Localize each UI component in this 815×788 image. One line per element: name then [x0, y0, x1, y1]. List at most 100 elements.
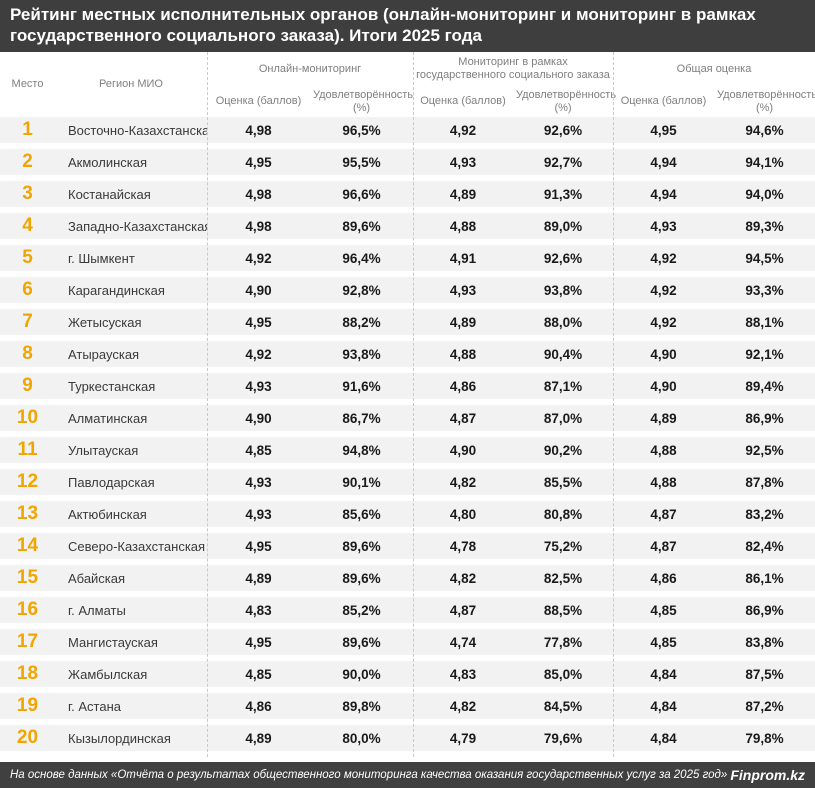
online-satisfaction-cell: 80,0%	[310, 725, 413, 757]
region-cell: Восточно-Казахстанская	[55, 117, 207, 149]
total-satisfaction-cell: 86,1%	[714, 565, 815, 597]
online-satisfaction-cell: 95,5%	[310, 149, 413, 181]
social-score-cell: 4,86	[413, 373, 513, 405]
rank-cell: 12	[0, 469, 55, 501]
region-cell: Жетысуская	[55, 309, 207, 341]
social-score-cell: 4,93	[413, 277, 513, 309]
rank-cell: 18	[0, 661, 55, 693]
online-score-cell: 4,95	[207, 533, 310, 565]
social-satisfaction-cell: 93,8%	[513, 277, 613, 309]
rank-cell: 8	[0, 341, 55, 373]
total-score-cell: 4,94	[613, 149, 714, 181]
rank-cell: 7	[0, 309, 55, 341]
online-score-cell: 4,90	[207, 405, 310, 437]
online-satisfaction-cell: 88,2%	[310, 309, 413, 341]
online-satisfaction-cell: 90,1%	[310, 469, 413, 501]
social-score-cell: 4,82	[413, 469, 513, 501]
social-score-cell: 4,83	[413, 661, 513, 693]
social-score-cell: 4,89	[413, 309, 513, 341]
total-satisfaction-cell: 94,6%	[714, 117, 815, 149]
table-header: Место Регион МИО Онлайн-мониторинг Монит…	[0, 52, 815, 117]
table-row: 9 Туркестанская 4,93 91,6% 4,86 87,1% 4,…	[0, 373, 815, 405]
col-group-social: Мониторинг в рамках государственного соц…	[413, 52, 613, 86]
social-satisfaction-cell: 88,0%	[513, 309, 613, 341]
social-satisfaction-cell: 87,0%	[513, 405, 613, 437]
rank-cell: 2	[0, 149, 55, 181]
online-satisfaction-cell: 92,8%	[310, 277, 413, 309]
col-header-social-satisfaction: Удовлетворённость (%)	[513, 86, 616, 117]
table-row: 18 Жамбылская 4,85 90,0% 4,83 85,0% 4,84…	[0, 661, 815, 693]
rating-table-wrap: Место Регион МИО Онлайн-мониторинг Монит…	[0, 52, 815, 757]
total-satisfaction-cell: 87,8%	[714, 469, 815, 501]
social-score-cell: 4,78	[413, 533, 513, 565]
online-score-cell: 4,86	[207, 693, 310, 725]
rank-cell: 14	[0, 533, 55, 565]
social-score-cell: 4,74	[413, 629, 513, 661]
col-header-online-score: Оценка (баллов)	[207, 86, 310, 117]
table-row: 19 г. Астана 4,86 89,8% 4,82 84,5% 4,84 …	[0, 693, 815, 725]
total-score-cell: 4,84	[613, 725, 714, 757]
total-satisfaction-cell: 83,8%	[714, 629, 815, 661]
col-header-total-satisfaction: Удовлетворённость (%)	[714, 86, 815, 117]
rank-cell: 10	[0, 405, 55, 437]
online-score-cell: 4,95	[207, 309, 310, 341]
online-satisfaction-cell: 94,8%	[310, 437, 413, 469]
online-satisfaction-cell: 96,6%	[310, 181, 413, 213]
social-score-cell: 4,80	[413, 501, 513, 533]
online-score-cell: 4,90	[207, 277, 310, 309]
total-score-cell: 4,84	[613, 693, 714, 725]
table-row: 5 г. Шымкент 4,92 96,4% 4,91 92,6% 4,92 …	[0, 245, 815, 277]
table-row: 7 Жетысуская 4,95 88,2% 4,89 88,0% 4,92 …	[0, 309, 815, 341]
footer-bar: На основе данных «Отчёта о результатах о…	[0, 762, 815, 788]
online-satisfaction-cell: 96,5%	[310, 117, 413, 149]
total-score-cell: 4,85	[613, 629, 714, 661]
total-satisfaction-cell: 88,1%	[714, 309, 815, 341]
region-cell: Улытауская	[55, 437, 207, 469]
rank-cell: 4	[0, 213, 55, 245]
social-satisfaction-cell: 82,5%	[513, 565, 613, 597]
total-satisfaction-cell: 94,0%	[714, 181, 815, 213]
col-header-social-score: Оценка (баллов)	[413, 86, 513, 117]
online-score-cell: 4,85	[207, 437, 310, 469]
online-score-cell: 4,98	[207, 213, 310, 245]
total-satisfaction-cell: 87,5%	[714, 661, 815, 693]
online-score-cell: 4,95	[207, 149, 310, 181]
region-cell: Атырауская	[55, 341, 207, 373]
brand-logo: Finprom.kz	[730, 767, 805, 783]
online-satisfaction-cell: 96,4%	[310, 245, 413, 277]
region-cell: г. Алматы	[55, 597, 207, 629]
total-satisfaction-cell: 92,1%	[714, 341, 815, 373]
social-satisfaction-cell: 90,4%	[513, 341, 613, 373]
social-score-cell: 4,88	[413, 213, 513, 245]
social-score-cell: 4,91	[413, 245, 513, 277]
source-note: На основе данных «Отчёта о результатах о…	[10, 769, 728, 781]
table-row: 4 Западно-Казахстанская 4,98 89,6% 4,88 …	[0, 213, 815, 245]
table-row: 1 Восточно-Казахстанская 4,98 96,5% 4,92…	[0, 117, 815, 149]
online-score-cell: 4,83	[207, 597, 310, 629]
table-row: 8 Атырауская 4,92 93,8% 4,88 90,4% 4,90 …	[0, 341, 815, 373]
social-satisfaction-cell: 85,5%	[513, 469, 613, 501]
table-row: 15 Абайская 4,89 89,6% 4,82 82,5% 4,86 8…	[0, 565, 815, 597]
online-score-cell: 4,98	[207, 117, 310, 149]
region-cell: Актюбинская	[55, 501, 207, 533]
total-score-cell: 4,94	[613, 181, 714, 213]
social-satisfaction-cell: 90,2%	[513, 437, 613, 469]
rank-cell: 5	[0, 245, 55, 277]
social-satisfaction-cell: 85,0%	[513, 661, 613, 693]
total-score-cell: 4,90	[613, 341, 714, 373]
page-title: Рейтинг местных исполнительных органов (…	[10, 5, 756, 45]
social-satisfaction-cell: 79,6%	[513, 725, 613, 757]
social-score-cell: 4,82	[413, 693, 513, 725]
total-score-cell: 4,92	[613, 309, 714, 341]
region-cell: Кызылординская	[55, 725, 207, 757]
total-satisfaction-cell: 79,8%	[714, 725, 815, 757]
col-header-place: Место	[0, 52, 55, 117]
online-satisfaction-cell: 89,6%	[310, 629, 413, 661]
online-satisfaction-cell: 89,6%	[310, 565, 413, 597]
table-row: 10 Алматинская 4,90 86,7% 4,87 87,0% 4,8…	[0, 405, 815, 437]
online-score-cell: 4,93	[207, 501, 310, 533]
online-score-cell: 4,98	[207, 181, 310, 213]
table-row: 13 Актюбинская 4,93 85,6% 4,80 80,8% 4,8…	[0, 501, 815, 533]
total-satisfaction-cell: 86,9%	[714, 597, 815, 629]
col-group-total: Общая оценка	[613, 52, 815, 86]
